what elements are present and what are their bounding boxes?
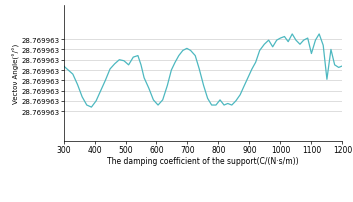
- Axial vibration vector Angle: [290, 34, 294, 36]
- Y-axis label: Vectoν Angle(°/°): Vectoν Angle(°/°): [13, 44, 20, 104]
- Axial vibration vector Angle: [325, 79, 329, 81]
- Axial vibration vector Angle: [317, 34, 321, 36]
- Axial vibration vector Angle: [271, 46, 275, 49]
- Axial vibration vector Angle: [294, 40, 298, 42]
- Axial vibration vector Angle: [340, 65, 345, 68]
- Axial vibration vector Angle: [61, 65, 66, 68]
- Axial vibration vector Angle: [258, 50, 262, 52]
- Axial vibration vector Angle: [321, 45, 325, 47]
- X-axis label: The damping coefficient of the support(C/(N·s/m)): The damping coefficient of the support(C…: [107, 156, 299, 165]
- Axial vibration vector Angle: [89, 106, 94, 109]
- Line: Axial vibration vector Angle: Axial vibration vector Angle: [64, 35, 342, 107]
